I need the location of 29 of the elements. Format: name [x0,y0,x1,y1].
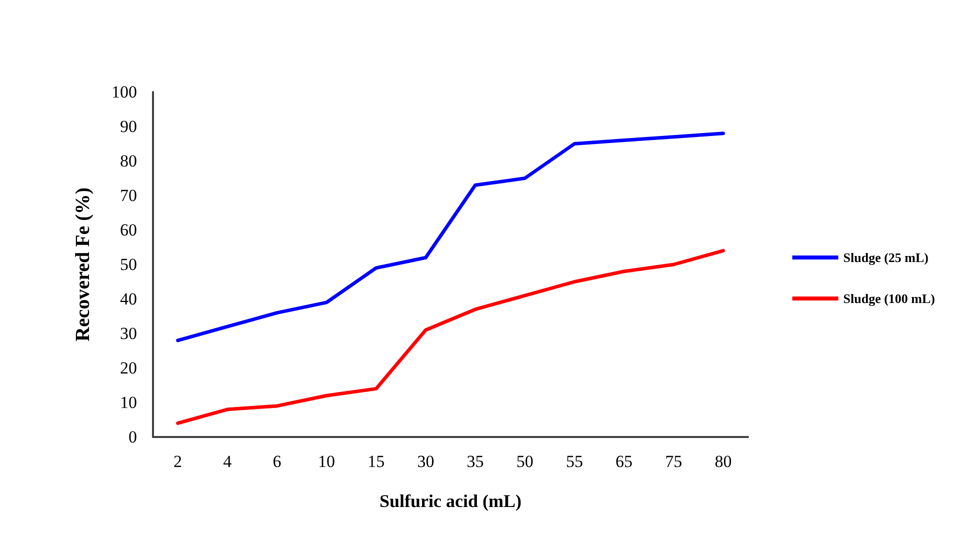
y-tick-label: 80 [120,152,137,170]
y-tick-label: 70 [120,186,137,205]
legend-label: Sludge (25 mL) [843,250,929,265]
y-tick-label: 0 [128,428,137,446]
y-tick-label: 20 [120,358,137,378]
line-series [176,132,725,342]
x-tick-label: 55 [566,452,583,471]
y-tick-label: 50 [120,255,137,274]
x-tick-label: 2 [174,452,182,471]
y-tick-label: 40 [120,290,137,308]
x-tick-label: 75 [665,452,682,471]
y-axis-title: Recovered Fe (%) [72,187,94,342]
x-tick-label: 30 [417,452,434,471]
x-axis-title: Sulfuric acid (mL) [380,491,522,511]
y-tick-label: 100 [112,82,137,102]
x-tick-label: 15 [368,452,385,471]
x-tick-label: 6 [272,452,282,471]
y-tick-label: 90 [120,117,137,136]
x-tick-label: 35 [466,452,484,471]
line-series [176,248,725,425]
y-tick-label: 30 [120,324,137,343]
x-tick-label: 4 [223,452,232,471]
x-tick-label: 10 [318,452,336,471]
x-tick-label: 65 [616,452,633,471]
y-tick-label: 10 [120,393,137,412]
x-tick-label: 50 [516,452,534,471]
x-tick-label: 80 [714,452,732,471]
y-tick-label: 60 [120,220,137,240]
legend-label: Sludge (100 mL) [843,291,936,306]
